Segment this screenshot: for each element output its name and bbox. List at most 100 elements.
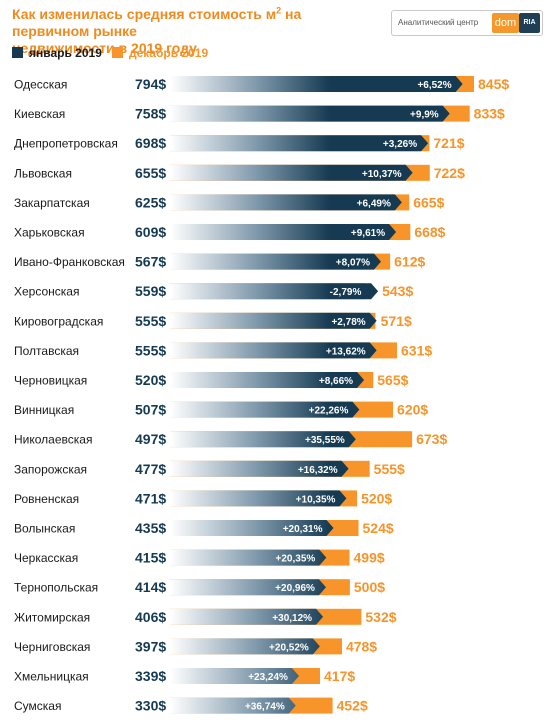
chart-row: Волынская 435$ +20,31% 524$ xyxy=(14,520,394,536)
dec-value-label: 532$ xyxy=(365,609,396,625)
jan-bar xyxy=(170,283,379,300)
brand-dom-badge: dom xyxy=(492,13,519,33)
dec-value-label: 612$ xyxy=(394,254,425,270)
legend-swatch-dec xyxy=(112,47,123,58)
jan-value-label: 520$ xyxy=(135,372,166,388)
brand-logo: Аналитический центр dom RIA xyxy=(391,10,543,36)
chart-row: Херсонская 559$ -2,79% 543$ xyxy=(14,283,413,300)
brand-ria-badge: RIA xyxy=(519,13,540,33)
dec-value-label: 500$ xyxy=(354,579,385,595)
region-label: Киевская xyxy=(14,107,65,121)
region-label: Днепропетровская xyxy=(14,137,118,151)
chart-row: Запорожская 477$ +16,32% 555$ xyxy=(14,460,405,477)
dec-value-label: 417$ xyxy=(324,668,355,684)
chart-row: Днепропетровская 698$ +3,26% 721$ xyxy=(14,135,465,152)
region-label: Львовская xyxy=(14,166,72,180)
jan-value-label: 625$ xyxy=(135,194,166,210)
region-label: Полтавская xyxy=(14,344,79,358)
chart-row: Ровненская 471$ +10,35% 520$ xyxy=(14,490,392,507)
jan-bar xyxy=(170,431,356,448)
region-label: Хмельницкая xyxy=(14,670,89,684)
jan-bar xyxy=(170,253,381,270)
chart-row: Черкасская 415$ +20,35% 499$ xyxy=(14,549,385,566)
region-label: Черновицкая xyxy=(14,374,87,388)
jan-value-label: 414$ xyxy=(135,579,166,595)
jan-value-label: 655$ xyxy=(135,165,166,181)
chart-row: Харьковская 609$ +9,61% 668$ xyxy=(14,224,446,240)
dec-value-label: 631$ xyxy=(401,342,432,358)
jan-value-label: 397$ xyxy=(135,638,166,654)
jan-value-label: 330$ xyxy=(135,698,166,714)
jan-bar xyxy=(170,697,296,714)
region-label: Николаевская xyxy=(14,433,92,447)
change-label: +9,61% xyxy=(351,228,385,239)
dec-value-label: 499$ xyxy=(354,550,385,566)
change-label: +23,24% xyxy=(248,672,288,683)
change-label: -2,79% xyxy=(330,287,362,298)
dec-value-label: 673$ xyxy=(416,431,447,447)
change-label: +20,96% xyxy=(275,583,315,594)
jan-value-label: 794$ xyxy=(135,76,166,92)
region-label: Сумская xyxy=(14,699,61,713)
dec-value-label: 520$ xyxy=(361,490,392,506)
chart-row: Хмельницкая 339$ +23,24% 417$ xyxy=(14,668,355,684)
chart-row: Черновицкая 520$ +8,66% 565$ xyxy=(14,372,409,388)
jan-value-label: 758$ xyxy=(135,106,166,122)
change-label: +3,26% xyxy=(383,139,417,150)
jan-value-label: 406$ xyxy=(135,609,166,625)
dec-value-label: 722$ xyxy=(434,165,465,181)
chart-row: Закарпатская 625$ +6,49% 665$ xyxy=(14,194,445,211)
chart-title: Как изменилась средняя стоимость м2 на п… xyxy=(12,6,382,57)
jan-value-label: 609$ xyxy=(135,224,166,240)
jan-bar xyxy=(170,312,377,329)
title-line1-rest: на первичном рынке xyxy=(12,6,302,39)
change-label: +30,12% xyxy=(272,613,312,624)
region-label: Житомирская xyxy=(14,610,90,624)
chart-row: Черниговская 397$ +20,52% 478$ xyxy=(14,638,377,655)
jan-value-label: 471$ xyxy=(135,490,166,506)
chart-row: Николаевская 497$ +35,55% 673$ xyxy=(14,431,447,448)
change-label: +9,9% xyxy=(410,110,439,121)
dec-value-label: 565$ xyxy=(377,372,408,388)
dec-value-label: 620$ xyxy=(397,402,428,418)
jan-bar xyxy=(170,549,327,566)
jan-bar xyxy=(170,460,349,477)
chart-row: Полтавская 555$ +13,62% 631$ xyxy=(14,342,432,359)
jan-bar xyxy=(170,194,402,211)
jan-bar xyxy=(170,105,450,122)
jan-value-label: 435$ xyxy=(135,520,166,536)
change-label: +13,62% xyxy=(326,346,366,357)
region-label: Закарпатская xyxy=(14,196,90,210)
region-label: Ивано-Франковская xyxy=(14,255,125,269)
dec-value-label: 452$ xyxy=(337,698,368,714)
change-label: +36,74% xyxy=(245,702,285,713)
region-label: Винницкая xyxy=(14,403,74,417)
chart-row: Киевская 758$ +9,9% 833$ xyxy=(14,105,505,122)
region-label: Черниговская xyxy=(14,640,90,654)
legend-label-dec: декабрь 2019 xyxy=(129,46,209,60)
change-label: +6,52% xyxy=(417,80,451,91)
title-line1: Как изменилась средняя стоимость м xyxy=(12,6,277,22)
chart-row: Львовская 655$ +10,37% 722$ xyxy=(14,164,465,181)
jan-value-label: 555$ xyxy=(135,342,166,358)
jan-value-label: 507$ xyxy=(135,402,166,418)
dec-value-label: 571$ xyxy=(381,313,412,329)
change-label: +16,32% xyxy=(298,465,338,476)
chart-row: Кировоградская 555$ +2,78% 571$ xyxy=(14,312,412,329)
jan-bar xyxy=(170,342,377,359)
jan-bar xyxy=(170,76,463,92)
chart-row: Житомирская 406$ +30,12% 532$ xyxy=(14,608,397,625)
jan-value-label: 698$ xyxy=(135,135,166,151)
jan-value-label: 415$ xyxy=(135,550,166,566)
jan-bar xyxy=(170,401,360,418)
dec-value-label: 668$ xyxy=(414,224,445,240)
chart-row: Винницкая 507$ +22,26% 620$ xyxy=(14,401,428,418)
change-label: +20,35% xyxy=(276,554,316,565)
region-label: Черкасская xyxy=(14,551,78,565)
jan-bar xyxy=(170,579,326,596)
jan-bar xyxy=(170,668,299,684)
chart-row: Тернопольская 414$ +20,96% 500$ xyxy=(14,579,385,596)
region-label: Харьковская xyxy=(14,226,85,240)
